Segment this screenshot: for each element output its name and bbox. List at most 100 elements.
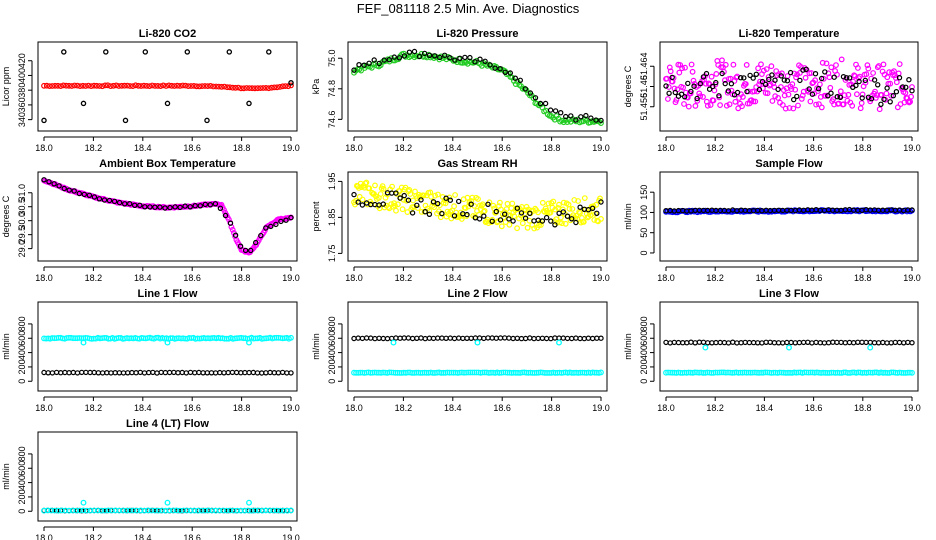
data-point (519, 220, 526, 227)
data-point (246, 85, 253, 91)
data-point (46, 83, 53, 89)
data-point (162, 507, 169, 514)
data-point (560, 209, 567, 215)
data-point (769, 98, 776, 104)
data-point (124, 82, 131, 89)
data-point (497, 217, 504, 223)
data-point (102, 82, 108, 89)
data-point (110, 82, 117, 89)
series-flow (41, 507, 294, 514)
data-point (223, 507, 230, 514)
data-point (87, 507, 94, 514)
data-point (389, 183, 396, 190)
data-point (105, 507, 112, 514)
data-point (489, 218, 495, 224)
series-ref (351, 335, 604, 342)
data-point (577, 210, 583, 216)
data-point (155, 507, 162, 514)
data-point (786, 344, 792, 351)
y-tick-label: 400 (17, 345, 27, 360)
data-point (527, 90, 534, 96)
data-point (173, 507, 180, 514)
series-rh (351, 179, 604, 232)
data-point (55, 82, 61, 89)
data-point (137, 507, 144, 514)
data-point (278, 218, 284, 225)
data-point (771, 84, 778, 90)
y-axis-label: ml/min (311, 333, 321, 360)
data-point (682, 64, 688, 71)
data-point (187, 369, 194, 376)
y-tick-label: 400 (639, 345, 649, 360)
data-point (575, 198, 581, 204)
data-point (746, 339, 753, 346)
data-point (196, 369, 202, 376)
y-tick-label: 0 (17, 509, 27, 514)
data-point (708, 73, 715, 80)
data-point (141, 370, 148, 376)
data-point (196, 83, 203, 90)
series-flow (663, 369, 915, 376)
data-point (768, 63, 775, 70)
data-point (874, 64, 881, 71)
data-point (270, 507, 277, 514)
data-point (409, 335, 416, 342)
data-point (828, 64, 835, 71)
data-point (531, 335, 537, 342)
data-point (248, 507, 255, 514)
data-point (548, 218, 554, 224)
y-tick-label: 0 (639, 379, 649, 384)
data-point (437, 54, 443, 61)
data-point (851, 72, 857, 79)
data-point (414, 335, 420, 341)
data-point (794, 93, 800, 100)
data-point (157, 83, 164, 89)
data-point (552, 222, 558, 228)
data-point (722, 61, 729, 68)
data-point (406, 49, 413, 55)
data-point (77, 83, 83, 89)
data-point (363, 179, 370, 186)
plot-frame (37, 171, 298, 262)
data-point (202, 201, 208, 208)
data-point (263, 84, 269, 91)
data-point (586, 209, 593, 216)
data-point (581, 195, 588, 202)
data-point (539, 218, 546, 224)
y-axis-label: ml/min (1, 463, 11, 490)
data-point (215, 83, 222, 90)
data-point (405, 335, 412, 341)
data-point (665, 96, 671, 102)
data-point (225, 369, 231, 376)
data-point (177, 204, 183, 211)
data-point (106, 197, 113, 204)
data-point (506, 216, 512, 222)
data-point (263, 370, 269, 376)
data-point (422, 335, 428, 342)
data-point (233, 369, 240, 376)
data-point (222, 212, 229, 219)
data-point (514, 225, 520, 232)
data-point (506, 335, 512, 341)
data-point (707, 102, 714, 108)
data-point (119, 507, 126, 514)
data-point (144, 507, 151, 514)
data-point (133, 370, 139, 376)
panel-title: Li-820 CO2 (139, 28, 196, 40)
data-point (825, 93, 831, 99)
data-point (728, 80, 735, 87)
data-point (588, 115, 594, 121)
data-point (856, 78, 862, 85)
data-point (202, 83, 208, 89)
y-tick-label: 600 (327, 331, 337, 346)
data-point (134, 507, 141, 514)
x-tick-label: 18.6 (493, 143, 511, 153)
data-point (476, 335, 483, 341)
x-tick-label: 19.0 (282, 533, 300, 540)
data-point (147, 204, 153, 210)
data-point (691, 83, 697, 89)
x-tick-label: 18.8 (233, 533, 251, 540)
data-point (788, 339, 794, 346)
y-tick-label: 30.0 (17, 212, 27, 230)
